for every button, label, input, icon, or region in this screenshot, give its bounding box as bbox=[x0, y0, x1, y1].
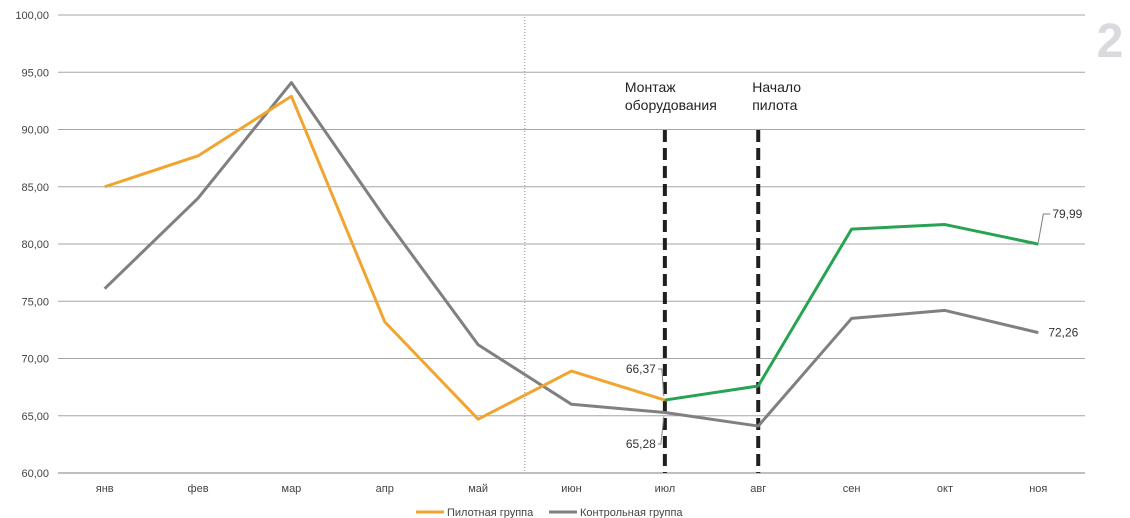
page-number-badge: 2 bbox=[1097, 15, 1124, 68]
control-group-line bbox=[103, 81, 1039, 428]
y-tick-label: 75,00 bbox=[21, 296, 49, 308]
y-tick-label: 95,00 bbox=[21, 67, 49, 79]
y-tick-label: 70,00 bbox=[21, 354, 49, 366]
x-tick-label: апр bbox=[376, 483, 394, 495]
data-label: 66,37 bbox=[626, 362, 656, 376]
x-tick-label: июн bbox=[561, 483, 581, 495]
x-tick-label: сен bbox=[843, 483, 861, 495]
leader-line bbox=[657, 368, 665, 397]
event-annotation: пилота bbox=[752, 97, 797, 113]
data-label: 72,26 bbox=[1048, 326, 1078, 340]
legend-label: Пилотная группа bbox=[447, 507, 534, 518]
x-tick-label: окт bbox=[937, 483, 953, 495]
y-tick-label: 80,00 bbox=[21, 239, 49, 251]
leader-line bbox=[657, 416, 665, 445]
y-tick-label: 100,00 bbox=[15, 10, 49, 22]
leader-line bbox=[1037, 213, 1051, 243]
legend: Пилотная группа Контрольная группа bbox=[416, 507, 683, 518]
x-tick-label: ноя bbox=[1029, 483, 1047, 495]
x-tick-label: мар bbox=[282, 483, 302, 495]
event-annotation: оборудования bbox=[625, 97, 717, 113]
x-tick-label: янв bbox=[96, 483, 114, 495]
event-annotation: Монтаж bbox=[625, 79, 676, 95]
event-annotation: Начало bbox=[752, 79, 801, 95]
data-labels: 66,37 65,28 79,99 72,26 bbox=[626, 207, 1083, 451]
x-tick-label: фев bbox=[188, 483, 209, 495]
y-tick-label: 90,00 bbox=[21, 125, 49, 137]
y-tick-label: 85,00 bbox=[21, 182, 49, 194]
pilot-group-line-before bbox=[104, 94, 666, 421]
series-lines bbox=[103, 81, 1039, 428]
x-tick-label: июл bbox=[655, 483, 676, 495]
y-axis-ticks: 60,00 65,00 70,00 75,00 80,00 85,00 90,00 95,00… bbox=[15, 10, 49, 480]
pilot-group-line-after bbox=[664, 223, 1039, 402]
x-axis-ticks: янв фев мар апр май июн июл авг сен окт ноя bbox=[96, 483, 1048, 495]
y-tick-label: 60,00 bbox=[21, 468, 49, 480]
y-tick-label: 65,00 bbox=[21, 411, 49, 423]
gridlines bbox=[58, 14, 1085, 474]
event-markers: Монтаж оборудования Начало пилота bbox=[625, 79, 801, 473]
data-label: 65,28 bbox=[626, 437, 656, 451]
x-tick-label: май bbox=[468, 483, 488, 495]
data-label: 79,99 bbox=[1052, 207, 1082, 221]
legend-label: Контрольная группа bbox=[580, 507, 683, 518]
x-tick-label: авг bbox=[750, 483, 766, 495]
